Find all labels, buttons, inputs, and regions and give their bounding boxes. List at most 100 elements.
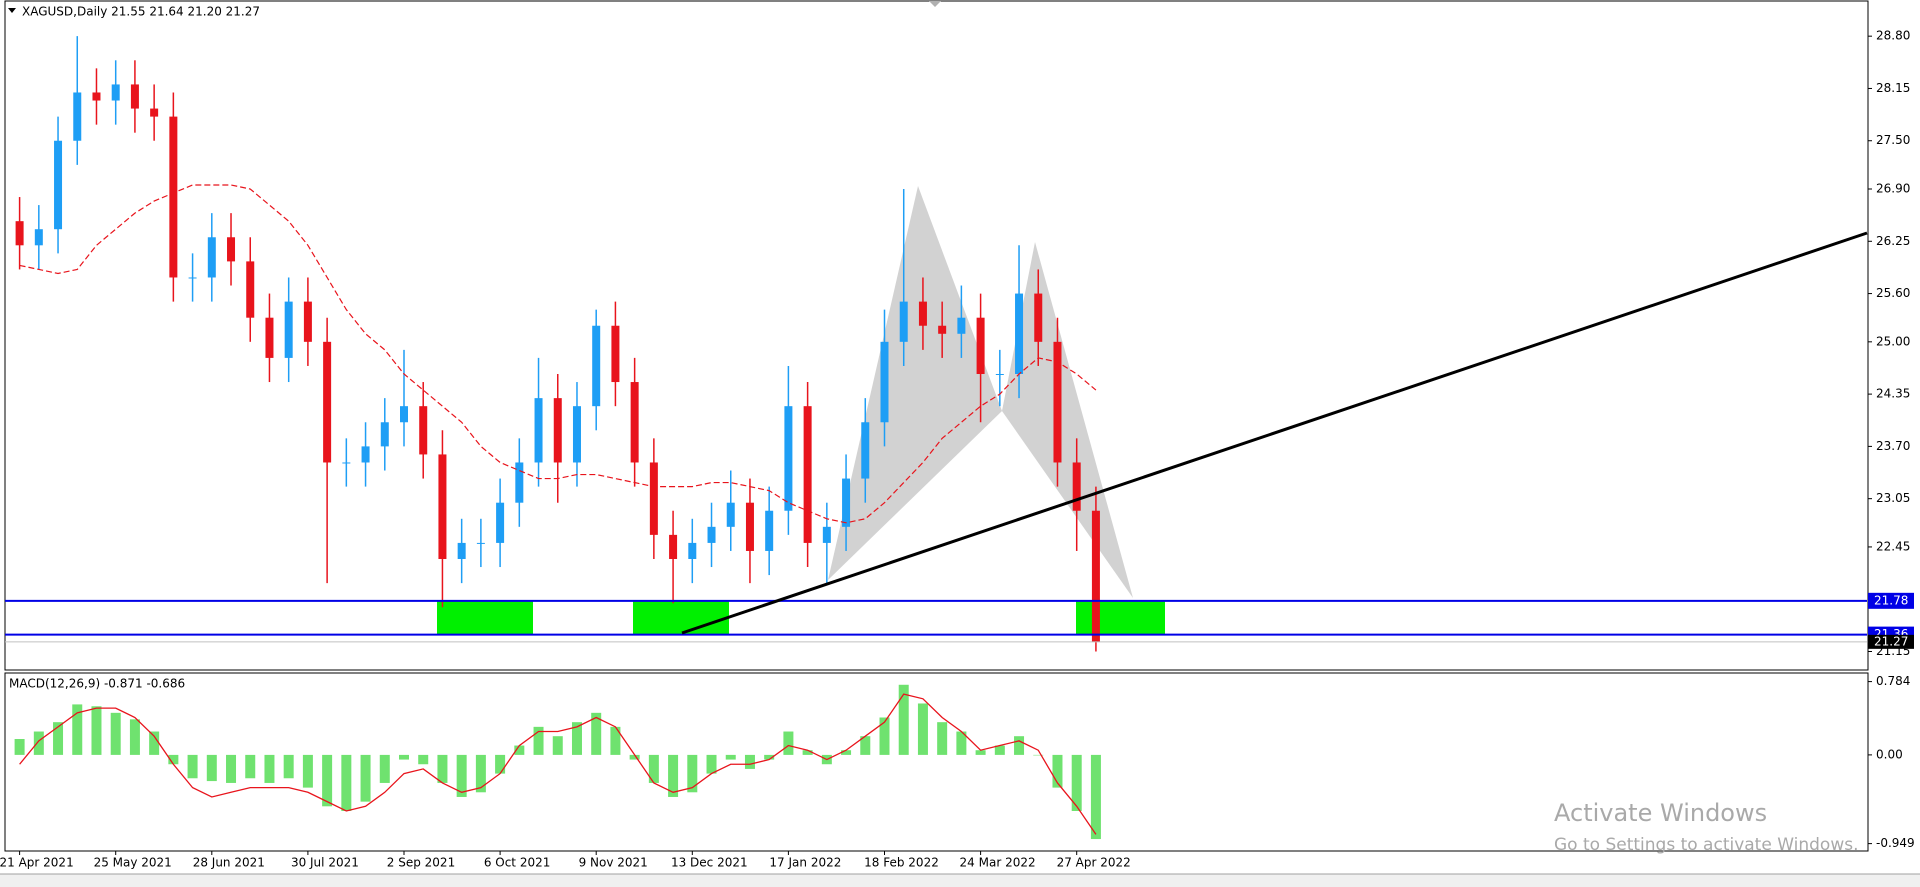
candle-body (438, 454, 447, 559)
candle-body (918, 301, 927, 326)
x-tick-label: 18 Feb 2022 (864, 856, 939, 870)
candle-body (188, 277, 197, 279)
macd-bar (187, 754, 198, 779)
macd-bar (917, 703, 928, 755)
candle-body (207, 237, 216, 278)
x-tick-label: 25 May 2021 (94, 856, 172, 870)
macd-bar (571, 722, 582, 755)
macd-bar (1033, 754, 1044, 756)
moving-average (19, 184, 1097, 524)
macd-bar (802, 750, 813, 755)
macd-bar (456, 754, 467, 797)
x-tick-label: 2 Sep 2021 (387, 856, 455, 870)
candle-body (92, 92, 101, 101)
y-tick-label: 25.60 (1876, 286, 1910, 300)
macd-bar (687, 754, 698, 793)
macd-bar (1071, 754, 1082, 811)
candle-body (649, 462, 658, 535)
candle-body (899, 301, 908, 342)
macd-bar (110, 712, 121, 755)
candle-body (496, 502, 505, 543)
x-tick-label: 17 Jan 2022 (769, 856, 841, 870)
macd-bar (245, 754, 256, 779)
candle-body (745, 502, 754, 551)
macd-bar (168, 754, 179, 765)
shift-marker (929, 1, 941, 7)
support-zone (633, 600, 729, 635)
y-tick-label: 22.45 (1876, 539, 1910, 553)
macd-bar (937, 722, 948, 755)
macd-bar (33, 731, 44, 755)
candle-body (995, 374, 1004, 375)
macd-bar (341, 754, 352, 811)
x-tick-label: 24 Mar 2022 (960, 856, 1036, 870)
x-tick-label: 21 Apr 2021 (0, 856, 74, 870)
candle-body (822, 526, 831, 543)
candle-body (111, 84, 120, 101)
candle-body (784, 406, 793, 511)
macd-bar (322, 754, 333, 807)
candle-body (957, 317, 966, 334)
y-tick-label: 24.35 (1876, 387, 1910, 401)
x-tick-label: 13 Dec 2021 (671, 856, 748, 870)
macd-bar (302, 754, 313, 788)
macd-bar (475, 754, 486, 793)
panes (4, 0, 1869, 852)
candle-body (400, 406, 408, 423)
x-tick-label: 9 Nov 2021 (579, 856, 648, 870)
macd-bar (879, 717, 890, 755)
candle-body (1072, 462, 1081, 511)
chart-title: XAGUSD,Daily 21.55 21.64 21.20 21.27 (22, 5, 260, 19)
candle-body (227, 237, 236, 262)
candle-body (572, 406, 581, 463)
macd-bar (629, 754, 640, 760)
candle-body (73, 92, 82, 141)
candle-body (803, 406, 812, 543)
candle-body (976, 317, 985, 374)
candle-body (938, 325, 947, 334)
level-label: 21.78 (1874, 593, 1908, 607)
macd-tick-label: -0.949 (1876, 836, 1915, 850)
candle-body (457, 542, 466, 559)
macd-bar (1090, 754, 1101, 840)
menu-arrow[interactable] (8, 8, 16, 13)
macd-bar (860, 736, 871, 755)
last-price-tag (1868, 634, 1914, 649)
macd-bar (1052, 754, 1063, 788)
candle-body (303, 301, 312, 342)
candle-body (1015, 293, 1024, 374)
candle-body (284, 301, 293, 358)
macd-bar (668, 754, 679, 797)
macd-bar (53, 722, 64, 755)
y-tick-label: 23.70 (1876, 439, 1910, 453)
candle-body (323, 341, 332, 463)
candle-body (380, 422, 389, 447)
candle-body (130, 84, 139, 109)
macd-bar (495, 754, 506, 774)
candle-body (534, 398, 543, 463)
candle-body (342, 462, 351, 464)
macd-bar (744, 754, 755, 769)
tab-strip (0, 874, 1920, 887)
trend-line (681, 231, 1868, 635)
macd-bar (975, 750, 986, 755)
candle-body (1053, 341, 1062, 463)
macd-label: MACD(12,26,9) -0.871 -0.686 (9, 677, 185, 691)
x-tick-label: 30 Jul 2021 (291, 856, 359, 870)
candle-body (361, 446, 370, 463)
macd-pane (4, 672, 1869, 852)
macd-bar (514, 745, 525, 755)
candle-body (54, 140, 63, 230)
y-tick-label: 25.00 (1876, 334, 1910, 348)
tab-bar (0, 873, 1920, 887)
candle-body (707, 526, 716, 543)
macd-bar (437, 754, 448, 783)
candle-body (553, 398, 562, 463)
macd-bar (552, 736, 563, 755)
macd-bar (399, 754, 409, 760)
candle-body (476, 542, 485, 544)
x-tick-label: 27 Apr 2022 (1057, 856, 1131, 870)
plot: 28.80 28.15 27.50 26.90 26.25 25.60 25.00 24.35… (0, 29, 1915, 870)
